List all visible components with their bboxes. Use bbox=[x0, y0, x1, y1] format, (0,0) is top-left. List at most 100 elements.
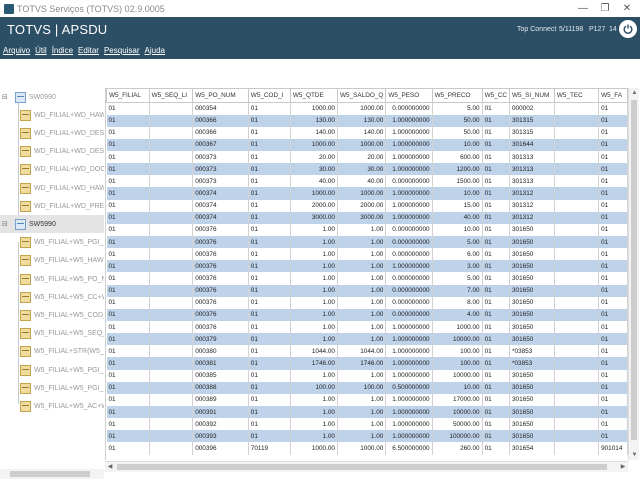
table-row[interactable]: 01 000376 01 1.00 1.00 0.000000000 5.00 01 30165… bbox=[106, 236, 628, 249]
table-cell[interactable]: 01 bbox=[248, 223, 291, 237]
maximize-button[interactable]: ❐ bbox=[600, 3, 610, 14]
table-cell[interactable] bbox=[149, 321, 194, 334]
table-cell[interactable]: 01 bbox=[598, 357, 628, 370]
menu-ajuda[interactable]: Ajuda bbox=[144, 45, 165, 55]
tree-index-node[interactable]: WD_FILIAL+WD_HAWB+ bbox=[0, 179, 104, 197]
table-cell[interactable]: 1.00 bbox=[290, 333, 338, 346]
table-cell[interactable] bbox=[554, 175, 600, 188]
table-cell[interactable]: 10000.00 bbox=[432, 369, 483, 382]
table-cell[interactable]: 01 bbox=[106, 296, 150, 309]
table-cell[interactable] bbox=[554, 296, 600, 309]
table-cell[interactable]: 01 bbox=[248, 296, 291, 309]
table-cell[interactable]: 01 bbox=[106, 102, 150, 115]
table-cell[interactable]: 17000.00 bbox=[432, 393, 483, 407]
table-cell[interactable]: 01 bbox=[106, 430, 150, 443]
table-cell[interactable] bbox=[554, 114, 600, 127]
table-cell[interactable]: 01 bbox=[598, 248, 628, 261]
table-cell[interactable]: 000374 bbox=[192, 187, 249, 200]
table-cell[interactable]: 140.00 bbox=[290, 126, 338, 139]
tree-expander-icon[interactable]: ⊟ bbox=[2, 221, 8, 229]
table-cell[interactable]: 000393 bbox=[192, 430, 249, 443]
column-header[interactable]: W5_FILIAL bbox=[106, 88, 150, 103]
table-cell[interactable]: 1.00 bbox=[337, 430, 387, 443]
table-cell[interactable]: 5.00 bbox=[432, 272, 483, 285]
tree-index-node[interactable]: W5_FILIAL+W5_HAWB bbox=[0, 252, 104, 270]
table-cell[interactable]: 01 bbox=[482, 393, 510, 407]
table-cell[interactable]: 01 bbox=[598, 175, 628, 188]
table-cell[interactable]: 01 bbox=[248, 102, 291, 115]
table-cell[interactable]: 15.00 bbox=[432, 199, 483, 212]
tree-index-node[interactable]: W5_FILIAL+W5_PGI_NU bbox=[0, 379, 104, 397]
table-cell[interactable]: 01 bbox=[248, 308, 291, 322]
table-cell[interactable]: 01 bbox=[248, 260, 291, 273]
table-cell[interactable]: 01 bbox=[248, 151, 291, 164]
table-cell[interactable]: 01 bbox=[482, 114, 510, 127]
table-row[interactable]: 01 000366 01 140.00 140.00 1.000000000 50.00 01… bbox=[106, 126, 628, 139]
table-cell[interactable] bbox=[554, 248, 600, 261]
table-cell[interactable]: 01 bbox=[248, 175, 291, 188]
table-cell[interactable]: 1.000000000 bbox=[385, 333, 433, 346]
table-row[interactable]: 01 000374 01 3000.00 3000.00 1.000000000 40.00… bbox=[106, 211, 628, 224]
table-cell[interactable]: 01 bbox=[598, 102, 628, 115]
table-cell[interactable]: 01 bbox=[482, 187, 510, 200]
table-cell[interactable]: 1000.00 bbox=[290, 442, 338, 455]
table-cell[interactable]: 301650 bbox=[509, 248, 555, 261]
table-cell[interactable]: 301312 bbox=[509, 199, 555, 212]
table-cell[interactable]: 1000.00 bbox=[432, 321, 483, 334]
table-cell[interactable]: 01 bbox=[106, 151, 150, 164]
table-cell[interactable] bbox=[554, 187, 600, 200]
table-cell[interactable]: 01 bbox=[598, 369, 628, 382]
table-cell[interactable]: 301312 bbox=[509, 187, 555, 200]
table-cell[interactable]: 5.00 bbox=[432, 102, 483, 115]
table-cell[interactable]: 260.00 bbox=[432, 442, 483, 455]
table-cell[interactable] bbox=[149, 369, 194, 382]
table-cell[interactable]: 000389 bbox=[192, 393, 249, 407]
scrollbar-thumb[interactable] bbox=[10, 471, 90, 477]
table-cell[interactable]: 1.00 bbox=[290, 393, 338, 407]
table-cell[interactable]: 01 bbox=[598, 393, 628, 407]
table-cell[interactable]: 01 bbox=[106, 211, 150, 224]
table-cell[interactable]: 01 bbox=[106, 321, 150, 334]
table-cell[interactable] bbox=[554, 369, 600, 382]
column-header[interactable]: W5_QTDE bbox=[289, 88, 338, 103]
table-cell[interactable]: 01 bbox=[106, 175, 150, 188]
table-row[interactable]: 01 000373 01 20.00 20.00 1.000000000 600.00 01 3… bbox=[106, 151, 628, 164]
table-cell[interactable]: 301650 bbox=[509, 333, 555, 346]
table-cell[interactable] bbox=[149, 187, 194, 200]
table-cell[interactable]: 1.00 bbox=[290, 321, 338, 334]
table-cell[interactable]: 1.000000000 bbox=[385, 357, 433, 370]
table-cell[interactable]: 20.00 bbox=[337, 151, 387, 164]
table-cell[interactable]: 40.00 bbox=[432, 211, 483, 224]
table-cell[interactable] bbox=[149, 248, 194, 261]
table-cell[interactable] bbox=[149, 236, 194, 249]
table-cell[interactable]: 01 bbox=[248, 187, 291, 200]
table-cell[interactable]: 1.000000000 bbox=[385, 138, 433, 152]
table-cell[interactable]: 10.00 bbox=[432, 223, 483, 237]
table-cell[interactable]: 01 bbox=[248, 418, 291, 431]
scrollbar-thumb[interactable] bbox=[631, 100, 637, 440]
table-cell[interactable]: 1.00 bbox=[337, 223, 387, 237]
table-cell[interactable]: 01 bbox=[598, 260, 628, 273]
table-cell[interactable]: 01 bbox=[598, 345, 628, 358]
table-cell[interactable]: 000376 bbox=[192, 321, 249, 334]
table-cell[interactable] bbox=[554, 430, 600, 443]
table-cell[interactable] bbox=[554, 236, 600, 249]
scroll-down-arrow[interactable]: ▼ bbox=[631, 452, 638, 458]
table-cell[interactable]: 01 bbox=[248, 114, 291, 127]
column-header[interactable]: W5_TEC bbox=[553, 88, 600, 103]
table-cell[interactable]: 01 bbox=[482, 272, 510, 285]
table-cell[interactable] bbox=[149, 357, 194, 370]
table-cell[interactable]: 000380 bbox=[192, 345, 249, 358]
column-header[interactable]: W5_COD_I bbox=[247, 88, 291, 103]
table-cell[interactable]: 01 bbox=[598, 381, 628, 394]
table-cell[interactable]: 01 bbox=[248, 406, 291, 419]
table-cell[interactable]: 1.00 bbox=[337, 406, 387, 419]
scroll-up-arrow[interactable]: ▲ bbox=[631, 90, 638, 96]
table-cell[interactable]: 1.000000000 bbox=[385, 211, 433, 224]
table-cell[interactable]: 01 bbox=[248, 211, 291, 224]
table-cell[interactable]: 01 bbox=[482, 260, 510, 273]
table-row[interactable]: 01 000376 01 1.00 1.00 1.000000000 1000.00 01 30… bbox=[106, 321, 628, 334]
table-cell[interactable]: 01 bbox=[598, 284, 628, 297]
table-cell[interactable] bbox=[554, 357, 600, 370]
table-cell[interactable] bbox=[554, 284, 600, 297]
